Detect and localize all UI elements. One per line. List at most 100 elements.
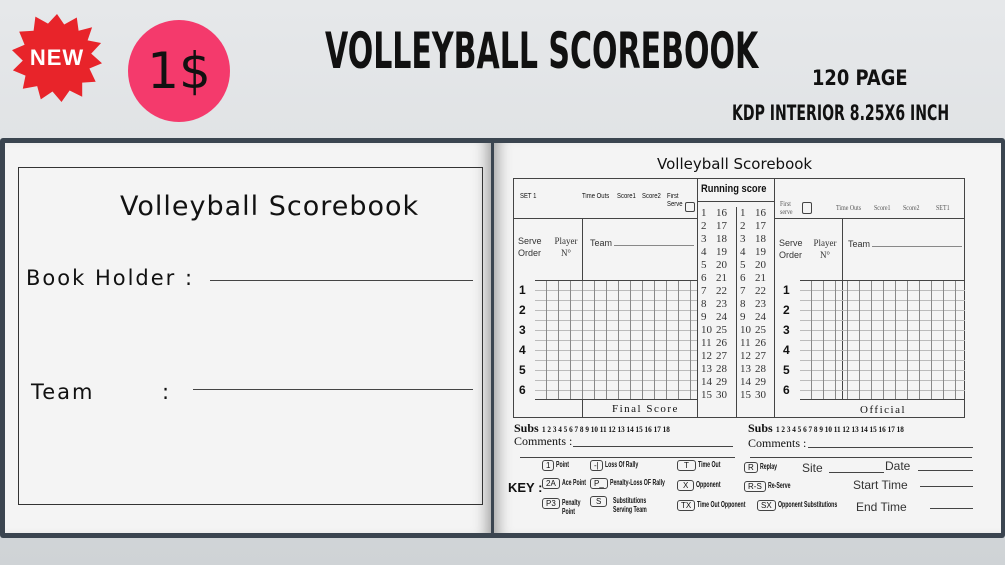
running-score-row[interactable]: 9 24 xyxy=(701,311,733,324)
running-score-row[interactable]: 14 29 xyxy=(740,376,772,389)
running-score-row[interactable]: 6 21 xyxy=(740,272,772,285)
running-score-row[interactable]: 12 27 xyxy=(740,350,772,363)
running-score-row[interactable]: 3 18 xyxy=(701,233,733,246)
running-score-number: 14 xyxy=(701,376,712,388)
running-score-number: 8 xyxy=(740,298,746,310)
running-score-row[interactable]: 12 27 xyxy=(701,350,733,363)
serve-order-label: Serve Order xyxy=(518,236,542,258)
running-score-row[interactable]: 6 21 xyxy=(701,272,733,285)
row-label: 1 xyxy=(519,283,526,297)
team-label: Team xyxy=(590,238,613,248)
running-score-number: 22 xyxy=(716,285,727,297)
first-serve-checkbox[interactable] xyxy=(685,202,695,212)
final-score-label: Final Score xyxy=(612,403,679,415)
key-item: SX Opponent Substitutions xyxy=(757,500,869,511)
running-score-row[interactable]: 14 29 xyxy=(701,376,733,389)
score2-label: Score2 xyxy=(642,193,661,200)
key-item: S Substitutions Serving Team xyxy=(590,496,685,514)
score1-label: Score1 xyxy=(617,193,636,200)
divider xyxy=(775,218,965,219)
key-item: 2A Ace Point xyxy=(542,478,599,489)
row-label: 6 xyxy=(783,383,790,397)
running-score-number: 22 xyxy=(755,285,766,297)
running-score-row[interactable]: 15 30 xyxy=(740,389,772,402)
running-score-row[interactable]: 3 18 xyxy=(740,233,772,246)
team-line xyxy=(193,389,473,390)
running-score-row[interactable]: 8 23 xyxy=(701,298,733,311)
running-score-number: 23 xyxy=(716,298,727,310)
row-label: 4 xyxy=(783,343,790,357)
running-score-number: 5 xyxy=(740,259,746,271)
running-score-row[interactable]: 11 26 xyxy=(701,337,733,350)
running-score-number: 13 xyxy=(740,363,751,375)
start-time-field[interactable] xyxy=(920,486,973,487)
running-score-row[interactable]: 4 19 xyxy=(740,246,772,259)
running-score-row[interactable]: 10 25 xyxy=(701,324,733,337)
running-score-number: 5 xyxy=(701,259,707,271)
key-label: KEY : xyxy=(508,480,543,495)
comments-line[interactable] xyxy=(573,446,733,447)
running-score-row[interactable]: 13 28 xyxy=(740,363,772,376)
running-score-number: 19 xyxy=(716,246,727,258)
site-field[interactable] xyxy=(829,472,884,473)
row-label: 2 xyxy=(783,303,790,317)
running-score-number: 18 xyxy=(755,233,766,245)
serve-rows: 1 2 3 4 5 6 xyxy=(777,280,799,400)
first-serve-checkbox[interactable] xyxy=(802,202,812,214)
running-score-row[interactable]: 7 22 xyxy=(740,285,772,298)
running-score-number: 8 xyxy=(701,298,707,310)
running-score-row[interactable]: 5 20 xyxy=(701,259,733,272)
date-field[interactable] xyxy=(918,470,973,471)
key-item: P3 Penalty Point xyxy=(542,498,604,516)
running-score-number: 26 xyxy=(755,337,766,349)
first-serve-label: First Serve xyxy=(667,193,683,208)
subs-numbers: 1 2 3 4 5 6 7 8 9 10 11 12 13 14 15 16 1… xyxy=(775,424,904,434)
running-score-row[interactable]: 8 23 xyxy=(740,298,772,311)
running-score-row[interactable]: 2 17 xyxy=(740,220,772,233)
team-label: Team xyxy=(848,239,871,249)
running-score-column-a: 1 16 2 17 3 18 4 19 5 20 6 21 7 22 8 23 9 24 10 25 11 26 12 27 1… xyxy=(701,207,733,402)
key-item: R-S Re-Serve xyxy=(744,481,802,492)
running-score-row[interactable]: 9 24 xyxy=(740,311,772,324)
time-outs-label: Time Outs xyxy=(836,204,862,212)
running-score-row[interactable]: 5 20 xyxy=(740,259,772,272)
running-score-row[interactable]: 4 19 xyxy=(701,246,733,259)
running-score-number: 6 xyxy=(701,272,707,284)
divider xyxy=(697,201,775,202)
end-time-field[interactable] xyxy=(930,508,973,509)
running-score-row[interactable]: 1 16 xyxy=(740,207,772,220)
team-colon: : xyxy=(162,380,171,404)
subs-label: Subs xyxy=(514,421,539,435)
comments-line[interactable] xyxy=(520,457,735,458)
comments-line[interactable] xyxy=(750,457,972,458)
running-score-number: 4 xyxy=(701,246,707,258)
divider xyxy=(513,218,697,219)
score-grid[interactable] xyxy=(535,280,697,400)
score-grid[interactable] xyxy=(800,280,965,400)
running-score-row[interactable]: 11 26 xyxy=(740,337,772,350)
site-label: Site xyxy=(802,461,823,475)
serve-rows: 1 2 3 4 5 6 xyxy=(513,280,535,400)
running-score-number: 3 xyxy=(740,233,746,245)
running-score-number: 11 xyxy=(701,337,712,349)
running-score-row[interactable]: 10 25 xyxy=(740,324,772,337)
running-score-number: 25 xyxy=(755,324,766,336)
running-score-row[interactable]: 15 30 xyxy=(701,389,733,402)
row-label: 4 xyxy=(519,343,526,357)
running-score-number: 7 xyxy=(740,285,746,297)
right-page-title: Volleyball Scorebook xyxy=(657,155,813,173)
comments-line[interactable] xyxy=(808,447,973,448)
running-score-row[interactable]: 2 17 xyxy=(701,220,733,233)
running-score-number: 6 xyxy=(740,272,746,284)
date-label: Date xyxy=(885,459,911,473)
running-score-row[interactable]: 1 16 xyxy=(701,207,733,220)
running-score-row[interactable]: 13 28 xyxy=(701,363,733,376)
running-score-row[interactable]: 7 22 xyxy=(701,285,733,298)
time-outs-label: Time Outs xyxy=(582,193,610,200)
running-score-number: 10 xyxy=(740,324,751,336)
start-time-label: Start Time xyxy=(853,478,908,492)
score1-label: Score1 xyxy=(874,204,891,212)
running-score-number: 25 xyxy=(716,324,727,336)
key-item: X Opponent xyxy=(677,480,734,491)
key-item: 1 Point xyxy=(542,460,576,471)
